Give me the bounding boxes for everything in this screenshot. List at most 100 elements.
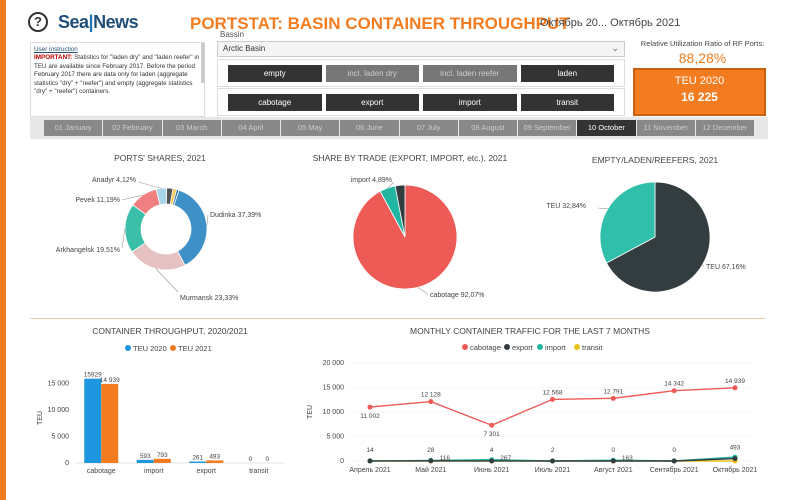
bar-teu-2020-import[interactable] (136, 459, 154, 463)
line-legend-1: export (512, 343, 534, 352)
monthly-traffic-title: MONTHLY CONTAINER TRAFFIC FOR THE LAST 7… (410, 326, 650, 336)
bar-legend-dot-0 (125, 345, 131, 351)
line-legend-3: transit (582, 343, 603, 352)
line-label-cabotage-0: 11 002 (360, 413, 380, 420)
instruction-panel: User instruction IMPORTANT: Statistics f… (30, 42, 205, 117)
share-by-trade-chart: cabotage 92,07% import 4,89% (351, 177, 485, 299)
month-11-november[interactable]: 11 November (636, 120, 695, 136)
help-icon[interactable]: ? (28, 12, 48, 32)
month-slicer: 01 January 02 February 03 March 04 April 05 … (30, 117, 768, 139)
bar-label-0-0: 15929 (84, 372, 102, 379)
pie1-label-0: cabotage 92,07% (430, 292, 485, 299)
filter-incl-laden-reefer-button[interactable]: incl. laden reefer (423, 65, 517, 82)
line-ytick-0: 0 (340, 458, 344, 465)
throughput-title: CONTAINER THROUGHPUT, 2020/2021 (92, 326, 248, 336)
pie2-label-0: TEU 67,16% (706, 264, 746, 271)
line-ytick-2: 10 000 (323, 409, 345, 416)
line-point-cabotage-4[interactable] (610, 395, 616, 401)
line-legend-dot-1 (504, 344, 510, 350)
month-02-february[interactable]: 02 February (103, 120, 162, 136)
line-point-export-3[interactable] (550, 458, 555, 464)
line-category-4: Август 2021 (594, 467, 633, 474)
line-label-cabotage-2: 7 301 (484, 431, 501, 438)
line-point-export-0[interactable] (367, 458, 373, 464)
month-05-may[interactable]: 05 May (281, 120, 340, 136)
month-09-september[interactable]: 09 September (518, 120, 577, 136)
line-point-cabotage-2[interactable] (489, 422, 495, 428)
bar-ytick-3: 15 000 (48, 381, 70, 388)
line-point-export-6[interactable] (732, 456, 738, 462)
bar-label-0-1: 593 (140, 453, 151, 460)
filter-empty-button[interactable]: empty (228, 65, 322, 82)
pie1-leader-1 (387, 181, 395, 189)
pie0-leader-4 (137, 181, 162, 189)
filter-laden-button[interactable]: laden (520, 65, 614, 82)
trade-import-button[interactable]: import (423, 94, 517, 111)
pie1-slice-2[interactable] (394, 184, 406, 238)
user-instruction-link[interactable]: User instruction (34, 46, 78, 53)
pie0-label-3: Pevek 11,19% (75, 197, 120, 204)
pie2-slice-0[interactable] (605, 181, 711, 293)
pie0-slice-7[interactable] (172, 188, 180, 206)
bar-ytick-1: 5 000 (51, 434, 69, 441)
bar-category-3: transit (249, 468, 268, 475)
line-point-cabotage-5[interactable] (671, 388, 677, 394)
bar-legend-0: TEU 2020 (133, 344, 167, 353)
section-divider (30, 318, 765, 319)
line-category-3: Июль 2021 (535, 467, 570, 474)
month-04-april[interactable]: 04 April (221, 120, 280, 136)
bar-category-2: export (197, 468, 217, 475)
trade-cabotage-button[interactable]: cabotage (228, 94, 322, 111)
line-point-export-4[interactable] (610, 458, 616, 464)
line-point-export-2[interactable] (489, 458, 495, 464)
line-ytick-3: 15 000 (323, 385, 345, 392)
teu-card: TEU 2020 16 225 (633, 68, 766, 116)
bar-teu-2021-import[interactable] (153, 458, 171, 463)
line-point-cabotage-6[interactable] (732, 385, 738, 391)
bar-label-1-3: 0 (265, 456, 269, 463)
month-01-january[interactable]: 01 January (44, 120, 103, 136)
bar-teu-2021-export[interactable] (206, 460, 224, 463)
seanews-logo[interactable]: Sea|News (58, 12, 139, 33)
instruction-scrollbar[interactable] (201, 43, 205, 83)
pie0-label-2: Arkhangelsk 19,51% (56, 247, 120, 254)
bar-label-1-1: 793 (157, 452, 168, 459)
line-point-cabotage-3[interactable] (550, 396, 555, 402)
throughput-chart: TEU 2020 TEU 2021 0 5 000 10 000 15 000 TEU cab… (37, 344, 285, 475)
line-point-export-5[interactable] (671, 458, 677, 464)
pie1-leader-0 (417, 287, 429, 295)
basin-select[interactable]: Arctic Basin ⌄ (217, 41, 625, 57)
utilization-label: Relative Utilization Ratio of RF Ports: (640, 39, 765, 48)
line-category-0: Апрель 2021 (349, 467, 390, 474)
month-06-june[interactable]: 06 June (340, 120, 399, 136)
pie0-label-1: Murmansk 23,33% (180, 295, 238, 302)
pie0-leader-0 (206, 214, 209, 226)
line-point-export-1[interactable] (428, 458, 434, 464)
trade-transit-button[interactable]: transit (520, 94, 614, 111)
line-point-cabotage-1[interactable] (428, 399, 434, 405)
line-label-cabotage-1: 12 128 (421, 392, 441, 399)
month-10-october[interactable]: 10 October (577, 120, 636, 136)
period-range[interactable]: Октябрь 20... Октябрь 2021 (540, 17, 681, 29)
container-type-filter: empty incl. laden dry incl. laden reefer la… (217, 59, 625, 87)
bar-legend-1: TEU 2021 (178, 344, 212, 353)
month-03-march[interactable]: 03 March (162, 120, 221, 136)
line-label-export-5: 0 (672, 447, 676, 454)
bar-teu-2020-cabotage[interactable] (84, 378, 102, 463)
trade-export-button[interactable]: export (325, 94, 419, 111)
teu-card-value: 16 225 (681, 90, 718, 104)
month-08-august[interactable]: 08 August (458, 120, 517, 136)
pie2-slice-1[interactable] (599, 181, 656, 264)
line-label-export-3: 2 (551, 447, 555, 454)
bar-teu-2021-cabotage[interactable] (101, 383, 119, 463)
pie2-leader-1 (597, 207, 608, 210)
filter-incl-laden-dry-button[interactable]: incl. laden dry (325, 65, 419, 82)
month-07-july[interactable]: 07 July (399, 120, 458, 136)
utilization-value: 88,28% (678, 50, 727, 66)
line-point-cabotage-0[interactable] (367, 404, 373, 410)
bar-label-0-2: 261 (192, 455, 203, 462)
share-by-trade-title: SHARE BY TRADE (EXPORT, IMPORT, etc.), 2… (312, 153, 508, 163)
trade-type-filter: cabotage export import transit (217, 88, 625, 116)
month-12-december[interactable]: 12 December (695, 120, 754, 136)
bar-teu-2020-export[interactable] (189, 461, 207, 464)
